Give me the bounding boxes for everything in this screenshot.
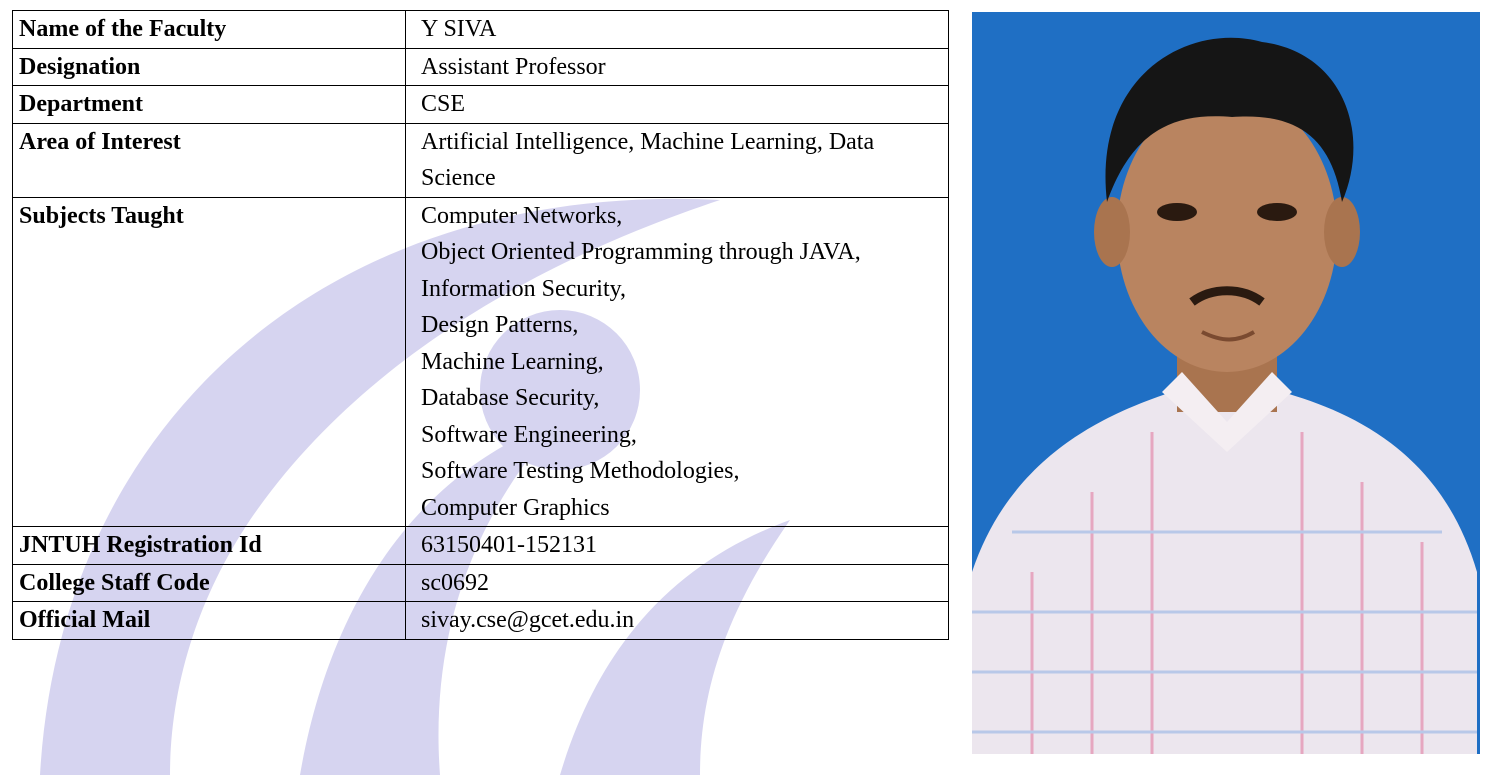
- table-row: Official Mail sivay.cse@gcet.edu.in: [12, 601, 949, 640]
- profile-table: Name of the Faculty Y SIVA Designation Assi…: [12, 10, 949, 640]
- table-row: College Staff Code sc0692: [12, 563, 949, 602]
- subject-item: Object Oriented Programming through JAVA…: [421, 239, 861, 265]
- field-label: Name of the Faculty: [12, 10, 406, 49]
- field-label: College Staff Code: [12, 563, 406, 602]
- field-value: Computer Networks, Object Oriented Progra…: [405, 196, 949, 527]
- field-value: CSE: [405, 85, 949, 124]
- field-label: Department: [12, 85, 406, 124]
- table-row: Name of the Faculty Y SIVA: [12, 10, 949, 49]
- table-row: Designation Assistant Professor: [12, 47, 949, 86]
- subject-item: Software Engineering,: [421, 421, 637, 448]
- field-label: Area of Interest: [12, 122, 406, 198]
- field-value: Artificial Intelligence, Machine Learnin…: [405, 122, 949, 198]
- table-row: JNTUH Registration Id 63150401-152131: [12, 526, 949, 565]
- subject-item: Machine Learning,: [421, 348, 604, 375]
- table-row: Subjects Taught Computer Networks, Object …: [12, 196, 949, 527]
- table-row: Area of Interest Artificial Intelligence,…: [12, 122, 949, 198]
- field-value: sivay.cse@gcet.edu.in: [405, 601, 949, 640]
- subject-item: Information Security,: [421, 275, 627, 302]
- field-value: Y SIVA: [405, 10, 949, 49]
- field-label: Subjects Taught: [12, 196, 406, 527]
- faculty-photo: [972, 12, 1480, 754]
- field-label: JNTUH Registration Id: [12, 526, 406, 565]
- subject-item: Computer Networks,: [421, 202, 623, 229]
- subject-item: Computer Graphics: [421, 494, 610, 521]
- subject-item: Software Testing Methodologies,: [421, 458, 740, 484]
- field-value: sc0692: [405, 563, 949, 602]
- field-value: 63150401-152131: [405, 526, 949, 565]
- field-value: Assistant Professor: [405, 47, 949, 86]
- field-label: Official Mail: [12, 601, 406, 640]
- subject-item: Database Security,: [421, 385, 600, 411]
- table-row: Department CSE: [12, 85, 949, 124]
- field-label: Designation: [12, 47, 406, 86]
- subject-item: Design Patterns,: [421, 312, 579, 338]
